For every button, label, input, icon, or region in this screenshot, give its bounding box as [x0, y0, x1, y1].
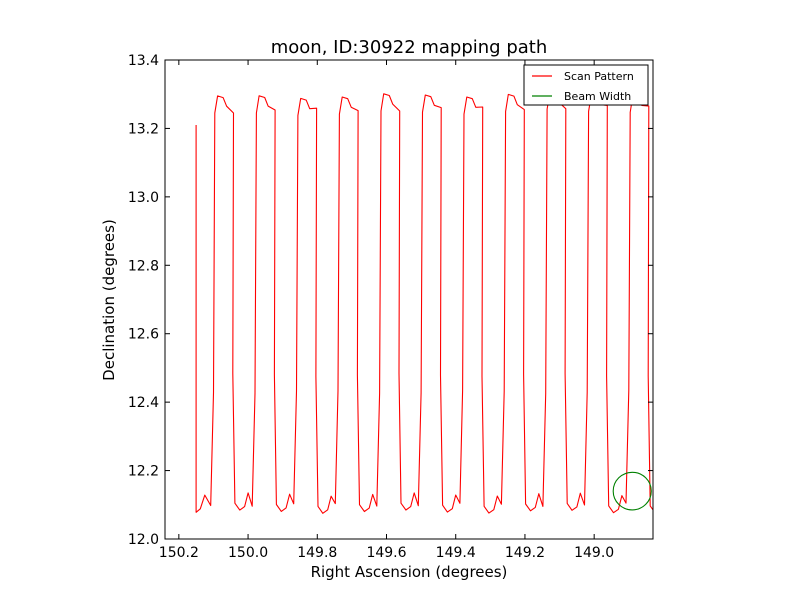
plot-frame — [164, 59, 654, 540]
chart-title: moon, ID:30922 mapping path — [271, 37, 548, 58]
y-tick-label: 12.6 — [128, 327, 159, 343]
x-tick-label: 149.6 — [366, 545, 406, 561]
x-tick-label: 149.2 — [505, 545, 545, 561]
x-axis-label: Right Ascension (degrees) — [311, 563, 508, 581]
legend-label-beam-width: Beam Width — [564, 90, 631, 103]
y-tick-label: 12.2 — [128, 464, 159, 480]
x-tick-label: 149.8 — [297, 545, 337, 561]
x-tick-label: 149.4 — [436, 545, 476, 561]
x-tick-label: 149.0 — [574, 545, 614, 561]
legend-box — [523, 64, 649, 106]
y-axis-label: Declination (degrees) — [100, 219, 118, 381]
y-tick-label: 13.2 — [128, 121, 159, 137]
y-tick-label: 13.4 — [128, 53, 159, 69]
y-tick-label: 13.0 — [128, 190, 159, 206]
y-axis: 12.0 12.2 12.4 12.6 12.8 13.0 13.2 13.4 — [128, 53, 653, 548]
y-tick-label: 12.8 — [128, 258, 159, 274]
series-beam-width — [612, 471, 652, 511]
series-layer — [195, 91, 653, 514]
y-tick-label: 12.0 — [128, 532, 159, 548]
y-tick-label: 12.4 — [128, 395, 159, 411]
series-scan-pattern — [195, 91, 653, 514]
x-tick-label: 150.2 — [159, 545, 199, 561]
x-axis: 150.2 150.0 149.8 149.6 149.4 149.2 149.0 — [159, 60, 614, 561]
legend: Scan Pattern Beam Width — [523, 64, 649, 106]
legend-label-scan-pattern: Scan Pattern — [564, 70, 634, 83]
x-tick-label: 150.0 — [228, 545, 268, 561]
